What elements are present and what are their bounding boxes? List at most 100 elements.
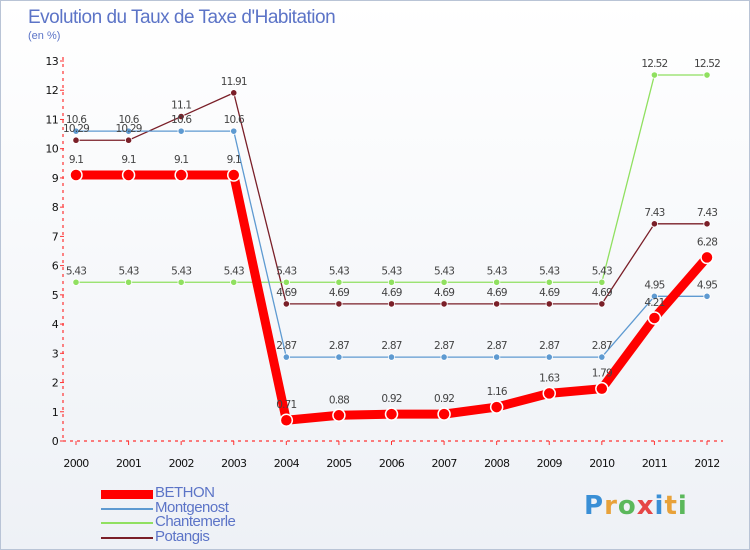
data-point-chantemerle (493, 278, 501, 286)
legend-label: Potangis (155, 527, 210, 545)
x-tick-label: 2007 (431, 457, 457, 470)
data-point-bethon (437, 407, 451, 421)
data-label-potangis: 4.69 (276, 287, 296, 299)
y-tick-label: 2 (52, 377, 58, 390)
legend-label: BETHON (155, 484, 215, 501)
x-tick-label: 2003 (221, 457, 247, 470)
data-point-montgenost (177, 127, 185, 135)
data-label-montgenost: 2.87 (329, 340, 349, 352)
logo-letter: P (584, 491, 605, 521)
data-point-bethon (384, 407, 399, 421)
data-point-bethon (174, 168, 188, 182)
data-label-chantemerle: 5.43 (276, 265, 296, 277)
y-tick-label: 0 (52, 435, 59, 448)
data-point-montgenost (282, 353, 290, 361)
data-point-bethon (700, 250, 714, 265)
series-line-montgenost (75, 130, 708, 358)
data-point-chantemerle (124, 278, 133, 286)
data-label-montgenost: 2.87 (592, 340, 612, 352)
data-point-potangis (650, 220, 659, 228)
logo-letter: i (654, 491, 665, 521)
y-tick-label: 8 (52, 201, 59, 214)
data-point-montgenost (387, 353, 396, 361)
x-tick-label: 2012 (694, 457, 719, 470)
data-label-chantemerle: 5.43 (434, 265, 454, 277)
y-tick-label: 11 (45, 113, 58, 126)
data-label-potangis: 4.69 (592, 287, 612, 299)
y-tick-label: 5 (52, 289, 59, 302)
y-tick-label: 13 (45, 55, 58, 68)
data-point-bethon (227, 168, 241, 182)
y-tick-label: 9 (52, 172, 59, 185)
data-label-montgenost: 10.6 (224, 114, 245, 126)
data-label-bethon: 0.92 (434, 393, 454, 405)
data-point-potangis (703, 220, 711, 228)
logo-letter: x (636, 491, 655, 521)
data-point-potangis (387, 300, 396, 308)
data-label-montgenost: 2.87 (539, 340, 559, 352)
data-label-montgenost: 4.95 (697, 279, 717, 291)
legend-swatch (101, 489, 153, 499)
data-label-chantemerle: 5.43 (118, 265, 138, 277)
data-point-chantemerle (230, 278, 238, 286)
data-point-chantemerle (387, 278, 396, 286)
x-tick-label: 2011 (642, 457, 667, 470)
y-tick-label: 4 (52, 318, 59, 331)
data-point-potangis (598, 300, 606, 308)
legend-label: Chantemerle (155, 513, 236, 530)
data-point-potangis (335, 300, 343, 308)
data-point-chantemerle (282, 278, 290, 286)
data-label-bethon: 9.1 (69, 154, 83, 166)
data-point-chantemerle (650, 71, 659, 79)
data-label-bethon: 9.1 (174, 154, 188, 166)
data-label-bethon: 1.16 (487, 386, 508, 398)
x-tick-label: 2005 (326, 457, 352, 470)
data-label-bethon: 0.92 (381, 393, 401, 405)
data-point-chantemerle (598, 278, 606, 286)
data-label-potangis: 4.69 (381, 287, 401, 299)
data-label-montgenost: 2.87 (487, 340, 507, 352)
x-tick-label: 2000 (63, 457, 89, 470)
logo-letter: i (677, 491, 688, 521)
data-label-bethon: 1.63 (539, 372, 559, 384)
data-point-chantemerle (177, 278, 185, 286)
data-label-montgenost: 2.87 (276, 340, 296, 352)
data-label-potangis: 11.91 (221, 76, 247, 88)
data-label-bethon: 0.88 (329, 394, 349, 406)
data-label-montgenost: 10.6 (66, 114, 87, 126)
proxiti-logo: Proxiti (584, 491, 688, 521)
data-label-potangis: 4.69 (539, 287, 559, 299)
legend-swatch (101, 522, 153, 524)
x-tick-label: 2008 (484, 457, 510, 470)
y-tick-label: 1 (52, 406, 58, 419)
data-label-bethon: 6.28 (697, 236, 717, 248)
data-point-potangis (493, 300, 501, 308)
data-point-montgenost (335, 353, 343, 361)
data-point-potangis (124, 136, 133, 144)
data-label-chantemerle: 5.43 (592, 265, 612, 277)
data-point-bethon (121, 168, 136, 182)
x-tick-label: 2002 (169, 457, 194, 470)
data-label-chantemerle: 12.52 (641, 58, 667, 70)
x-tick-label: 2010 (589, 457, 615, 470)
data-label-chantemerle: 5.43 (381, 265, 401, 277)
data-label-bethon: 9.1 (121, 154, 135, 166)
logo-letter: r (604, 491, 618, 521)
data-label-bethon: 0.71 (276, 399, 296, 411)
data-label-potangis: 4.69 (487, 287, 507, 299)
data-point-montgenost (72, 127, 80, 135)
x-tick-label: 2001 (116, 457, 141, 470)
legend-swatch (101, 507, 153, 510)
data-label-montgenost: 4.95 (644, 279, 664, 291)
data-label-potangis: 10.29 (116, 123, 142, 135)
data-label-chantemerle: 5.43 (171, 265, 191, 277)
legend-swatch (101, 536, 153, 539)
chart-unit: (en %) (28, 30, 61, 42)
data-point-montgenost (703, 292, 711, 300)
data-point-potangis (282, 300, 290, 308)
data-label-bethon: 4.21 (644, 297, 664, 309)
data-point-chantemerle (335, 278, 343, 286)
x-tick-label: 2006 (379, 457, 405, 470)
data-point-potangis (545, 300, 553, 308)
data-point-montgenost (493, 353, 501, 361)
